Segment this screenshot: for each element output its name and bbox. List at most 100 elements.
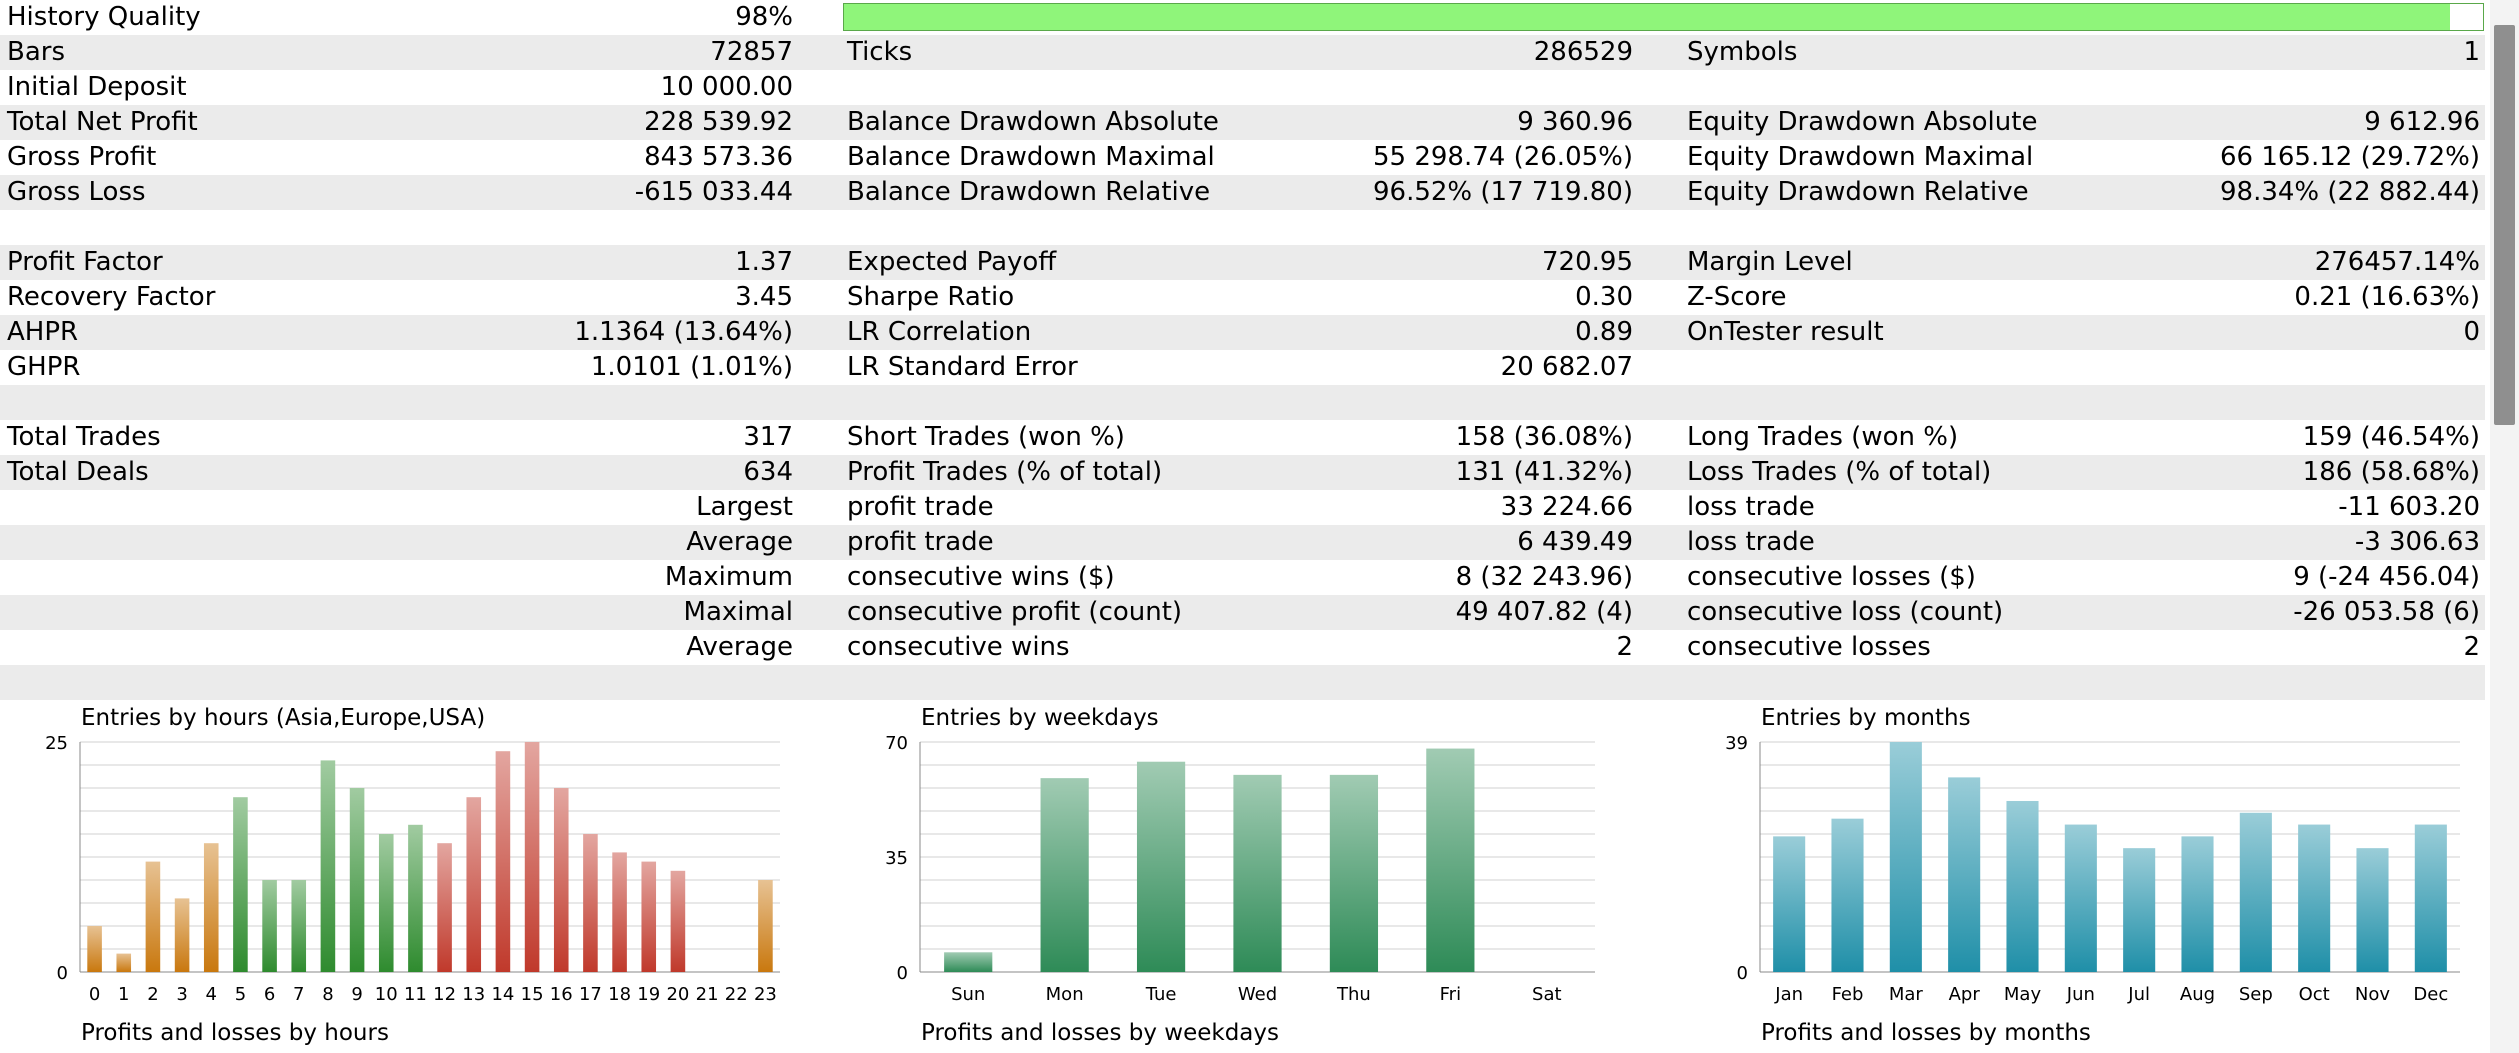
charts-area: Entries by hours (Asia,Europe,USA) Entri… <box>0 700 2485 1053</box>
stats-cell-value-3: 159 (46.54%) <box>2302 422 2480 452</box>
x-tick-label: Nov <box>2355 984 2390 1005</box>
bar-11 <box>408 824 423 972</box>
stats-cell-label-2: LR Correlation <box>847 317 1032 347</box>
x-tick-label: 4 <box>206 984 217 1005</box>
bar-16 <box>553 788 569 972</box>
stats-cell-value-3: 9 612.96 <box>2364 107 2480 137</box>
bar-6 <box>262 880 277 972</box>
stats-cell-label-3: Long Trades (won %) <box>1687 422 1959 452</box>
stats-cell-value-1: 634 <box>743 457 793 487</box>
scrollbar-thumb[interactable] <box>2494 25 2515 425</box>
stats-cell-label-2: Sharpe Ratio <box>847 282 1015 312</box>
stats-cell-value-1: -615 033.44 <box>634 177 793 207</box>
stats-cell-label-2: profit trade <box>847 527 994 557</box>
x-tick-label: 1 <box>118 984 129 1005</box>
stats-row <box>0 665 2485 700</box>
stats-cell-value-1: 843 573.36 <box>644 142 793 172</box>
stats-cell-label-2: consecutive profit (count) <box>847 597 1183 627</box>
stats-cell-label-3: consecutive losses <box>1687 632 1931 662</box>
stats-cell-value-3: 276457.14% <box>2314 247 2480 277</box>
bar-Fri <box>1426 748 1475 972</box>
x-tick-label: Oct <box>2299 984 2330 1005</box>
stats-cell-label-2: Balance Drawdown Relative <box>847 177 1211 207</box>
stats-cell-label-3: consecutive loss (count) <box>1687 597 2004 627</box>
x-tick-label: Thu <box>1336 984 1371 1005</box>
y-tick-label: 25 <box>45 733 68 754</box>
x-tick-label: 2 <box>147 984 158 1005</box>
stats-cell-label-1: Gross Profit <box>7 142 157 172</box>
stats-cell-value-3: 0.21 (16.63%) <box>2294 282 2480 312</box>
chart-entries-by-months: 0 39 Jan Feb Mar Apr May Jun Jul Aug Sep Oct Nov Dec <box>1725 733 2460 1005</box>
x-tick-label: 17 <box>579 984 602 1005</box>
bar-Thu <box>1329 774 1379 972</box>
stats-cell-label-1: Gross Loss <box>7 177 146 207</box>
x-tick-label: 23 <box>754 984 777 1005</box>
stats-cell-value-2: 131 (41.32%) <box>1455 457 1633 487</box>
history-quality-bar <box>843 3 2484 31</box>
stats-cell-value-1: 317 <box>743 422 793 452</box>
stats-cell-label-3: Margin Level <box>1687 247 1853 277</box>
bar-7 <box>291 880 307 972</box>
stats-cell-value-3: -11 603.20 <box>2338 492 2480 522</box>
stats-cell-value-2: 6 439.49 <box>1517 527 1633 557</box>
x-tick-label: 15 <box>521 984 544 1005</box>
stats-row: Recovery Factor 3.45 Sharpe Ratio 0.30 Z-Sco… <box>0 280 2485 315</box>
bar-20 <box>670 870 686 972</box>
x-tick-label: Sat <box>1532 984 1562 1005</box>
bar-May <box>2006 800 2039 972</box>
x-tick-label: Apr <box>1949 984 1981 1005</box>
stats-cell-value-3: 2 <box>2463 632 2480 662</box>
bar-12 <box>437 843 452 972</box>
stats-cell-value-1: 1.37 <box>735 247 793 277</box>
stats-row: AHPR 1.1364 (13.64%) LR Correlation 0.89 OnT… <box>0 315 2485 350</box>
stats-cell-label-2: consecutive wins <box>847 632 1070 662</box>
x-tick-label: 21 <box>696 984 719 1005</box>
chart-title-pl-months: Profits and losses by months <box>1761 1020 2091 1046</box>
stats-cell-value-1: Largest <box>696 492 793 522</box>
stats-row: Total Net Profit 228 539.92 Balance Drawdo… <box>0 105 2485 140</box>
stats-cell-label-1: Recovery Factor <box>7 282 216 312</box>
bar-Wed <box>1233 774 1282 972</box>
stats-cell-label-2: Ticks <box>847 37 913 67</box>
stats-cell-label-1: Bars <box>7 37 66 67</box>
x-tick-label: Sun <box>951 984 985 1005</box>
stats-cell-label-1: GHPR <box>7 352 81 382</box>
stats-cell-value-3: 186 (58.68%) <box>2302 457 2480 487</box>
stats-cell-label-3: loss trade <box>1687 527 1815 557</box>
stats-cell-label-3: Equity Drawdown Relative <box>1687 177 2029 207</box>
stats-cell-label-2: Balance Drawdown Maximal <box>847 142 1215 172</box>
chart-title-pl-hours: Profits and losses by hours <box>81 1020 389 1046</box>
bar-19 <box>641 861 657 972</box>
stats-cell-value-1: 10 000.00 <box>660 72 793 102</box>
x-tick-label: Jan <box>1774 984 1803 1005</box>
bar-Sun <box>944 952 993 972</box>
stats-cell-label-1: Profit Factor <box>7 247 163 277</box>
stats-cell-value-3: 1 <box>2463 37 2480 67</box>
stats-cell-label-3: loss trade <box>1687 492 1815 522</box>
stats-row: Profit Factor 1.37 Expected Payoff 720.95 Ma… <box>0 245 2485 280</box>
stats-cell-value-2: 20 682.07 <box>1500 352 1633 382</box>
stats-cell-label-3: Equity Drawdown Maximal <box>1687 142 2034 172</box>
x-tick-label: 18 <box>608 984 631 1005</box>
stats-cell-value-1: 1.1364 (13.64%) <box>574 317 793 347</box>
stats-cell-label-1: Total Trades <box>7 422 161 452</box>
vertical-scrollbar[interactable] <box>2490 0 2519 1053</box>
x-tick-label: Tue <box>1145 984 1177 1005</box>
stats-cell-label-1: AHPR <box>7 317 79 347</box>
stats-cell-value-3: -3 306.63 <box>2354 527 2480 557</box>
x-tick-label: Feb <box>1832 984 1864 1005</box>
x-tick-label: 8 <box>322 984 333 1005</box>
stats-cell-value-1: Average <box>686 527 793 557</box>
x-tick-label: Mar <box>1889 984 1924 1005</box>
x-tick-label: Fri <box>1440 984 1461 1005</box>
bar-Tue <box>1136 761 1186 972</box>
bar-Nov <box>2356 848 2389 972</box>
bar-Apr <box>1948 777 1981 972</box>
chart-title-months: Entries by months <box>1761 705 1971 731</box>
stats-cell-value-2: 96.52% (17 719.80) <box>1372 177 1633 207</box>
bar-4 <box>203 843 219 972</box>
stats-cell-value-3: -26 053.58 (6) <box>2293 597 2480 627</box>
stats-cell-value-1: 1.0101 (1.01%) <box>590 352 793 382</box>
y-tick-label: 70 <box>885 733 908 754</box>
x-tick-label: May <box>2004 984 2042 1005</box>
